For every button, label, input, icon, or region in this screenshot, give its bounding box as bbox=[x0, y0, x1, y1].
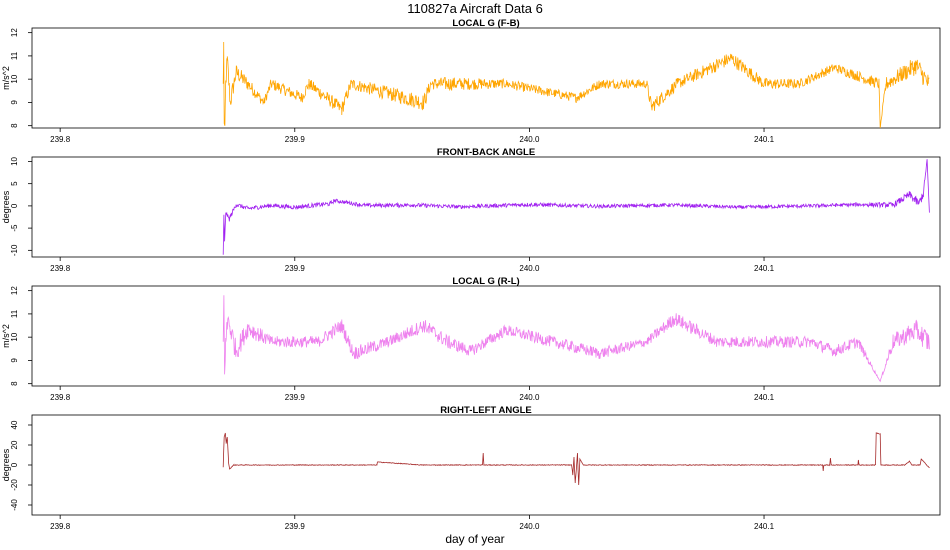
y-tick-label: 12 bbox=[10, 28, 19, 37]
y-tick-label: -20 bbox=[10, 479, 19, 491]
x-tick-label: 240.0 bbox=[519, 393, 540, 402]
x-tick-label: 239.8 bbox=[50, 264, 71, 273]
y-tick-label: 8 bbox=[10, 123, 19, 128]
y-tick-label: 8 bbox=[10, 381, 19, 386]
y-tick-label: 10 bbox=[10, 74, 19, 83]
x-tick-label: 239.8 bbox=[50, 522, 71, 531]
series-line bbox=[222, 295, 930, 383]
panel-title: LOCAL G (R-L) bbox=[452, 276, 519, 287]
panel-1: LOCAL G (F-B) m/s^2 8 9 10 11 12 239.8 239.9 240.… bbox=[1, 18, 941, 144]
series-line bbox=[222, 432, 930, 486]
y-axis-label: m/s^2 bbox=[1, 66, 11, 90]
x-tick-label: 239.9 bbox=[285, 135, 306, 144]
series-line bbox=[222, 41, 930, 128]
x-tick-label: 239.8 bbox=[50, 393, 71, 402]
y-axis-label: degrees bbox=[1, 448, 11, 481]
plot-frame bbox=[31, 27, 941, 129]
y-tick-label: -5 bbox=[10, 224, 19, 232]
x-tick-label: 240.0 bbox=[519, 135, 540, 144]
y-tick-label: 11 bbox=[10, 51, 19, 60]
y-tick-label: 9 bbox=[10, 100, 19, 105]
series-line bbox=[222, 159, 930, 255]
y-tick-label: 12 bbox=[10, 286, 19, 295]
plot-frame bbox=[31, 156, 941, 258]
y-tick-label: 0 bbox=[10, 203, 19, 208]
panel-2: FRONT-BACK ANGLE degrees -10 -5 0 5 10 239.8 239… bbox=[1, 147, 941, 273]
x-tick-label: 240.1 bbox=[754, 264, 775, 273]
y-axis-label: degrees bbox=[1, 190, 11, 223]
y-tick-label: 40 bbox=[10, 420, 19, 429]
panel-title: RIGHT-LEFT ANGLE bbox=[440, 405, 531, 416]
x-tick-label: 240.0 bbox=[519, 522, 540, 531]
y-tick-label: -10 bbox=[10, 244, 19, 256]
y-tick-label: 0 bbox=[10, 462, 19, 467]
x-tick-label: 240.1 bbox=[754, 135, 775, 144]
plot-frame bbox=[31, 285, 941, 387]
y-tick-label: 10 bbox=[10, 156, 19, 165]
x-tick-label: 239.9 bbox=[285, 264, 306, 273]
figure-title: 110827a Aircraft Data 6 bbox=[407, 1, 543, 16]
panel-title: LOCAL G (F-B) bbox=[452, 18, 519, 29]
x-tick-label: 240.1 bbox=[754, 522, 775, 531]
x-tick-label: 239.9 bbox=[285, 522, 306, 531]
y-axis-label: m/s^2 bbox=[1, 324, 11, 348]
y-tick-label: 9 bbox=[10, 358, 19, 363]
x-tick-label: 239.8 bbox=[50, 135, 71, 144]
x-tick-label: 240.0 bbox=[519, 264, 540, 273]
y-tick-label: 5 bbox=[10, 181, 19, 186]
x-axis-label: day of year bbox=[445, 532, 504, 546]
y-tick-label: 10 bbox=[10, 332, 19, 341]
x-tick-label: 240.1 bbox=[754, 393, 775, 402]
y-tick-label: -40 bbox=[10, 499, 19, 511]
panel-3: LOCAL G (R-L) m/s^2 8 9 10 11 12 239.8 239.9 240.… bbox=[1, 276, 941, 402]
panel-title: FRONT-BACK ANGLE bbox=[437, 147, 535, 158]
panel-4: RIGHT-LEFT ANGLE degrees -40 -20 0 20 40 239.8 2… bbox=[1, 405, 941, 531]
x-tick-label: 239.9 bbox=[285, 393, 306, 402]
y-tick-label: 11 bbox=[10, 309, 19, 318]
y-tick-label: 20 bbox=[10, 440, 19, 449]
